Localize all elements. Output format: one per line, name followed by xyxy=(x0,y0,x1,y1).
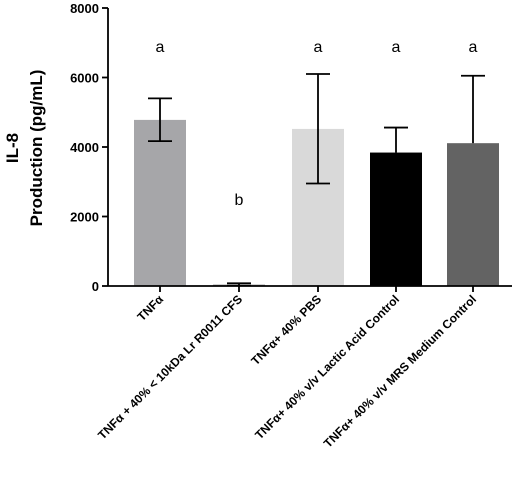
significance-letter-4: a xyxy=(392,39,401,56)
bar-5 xyxy=(447,143,499,286)
category-label-1: TNFα xyxy=(135,292,167,324)
significance-letter-2: b xyxy=(235,192,244,209)
y-tick-label-6000: 6000 xyxy=(70,71,99,86)
y-axis-title-line1: IL-8 xyxy=(3,133,22,163)
y-tick-label-2000: 2000 xyxy=(70,210,99,225)
category-label-4: TNFα+ 40% v/v Lactic Acid Control xyxy=(252,292,402,442)
category-label-2: TNFα + 40% < 10kDa Lr R0011 CFS xyxy=(95,292,245,442)
y-tick-label-8000: 8000 xyxy=(70,1,99,16)
significance-letter-3: a xyxy=(314,39,323,56)
y-tick-label-0: 0 xyxy=(92,279,99,294)
bar-4 xyxy=(370,152,422,286)
y-tick-label-4000: 4000 xyxy=(70,140,99,155)
y-axis-title-line2: Production (pg/mL) xyxy=(27,70,46,227)
bar-1 xyxy=(134,119,186,287)
significance-letter-1: a xyxy=(156,39,165,56)
y-axis-title: IL-8 Production (pg/mL) xyxy=(3,70,46,227)
significance-letter-5: a xyxy=(469,39,478,56)
category-label-3: TNFα+ 40% PBS xyxy=(248,292,324,368)
category-label-5: TNFα+ 40% v/v MRS Medium Control xyxy=(321,292,479,450)
